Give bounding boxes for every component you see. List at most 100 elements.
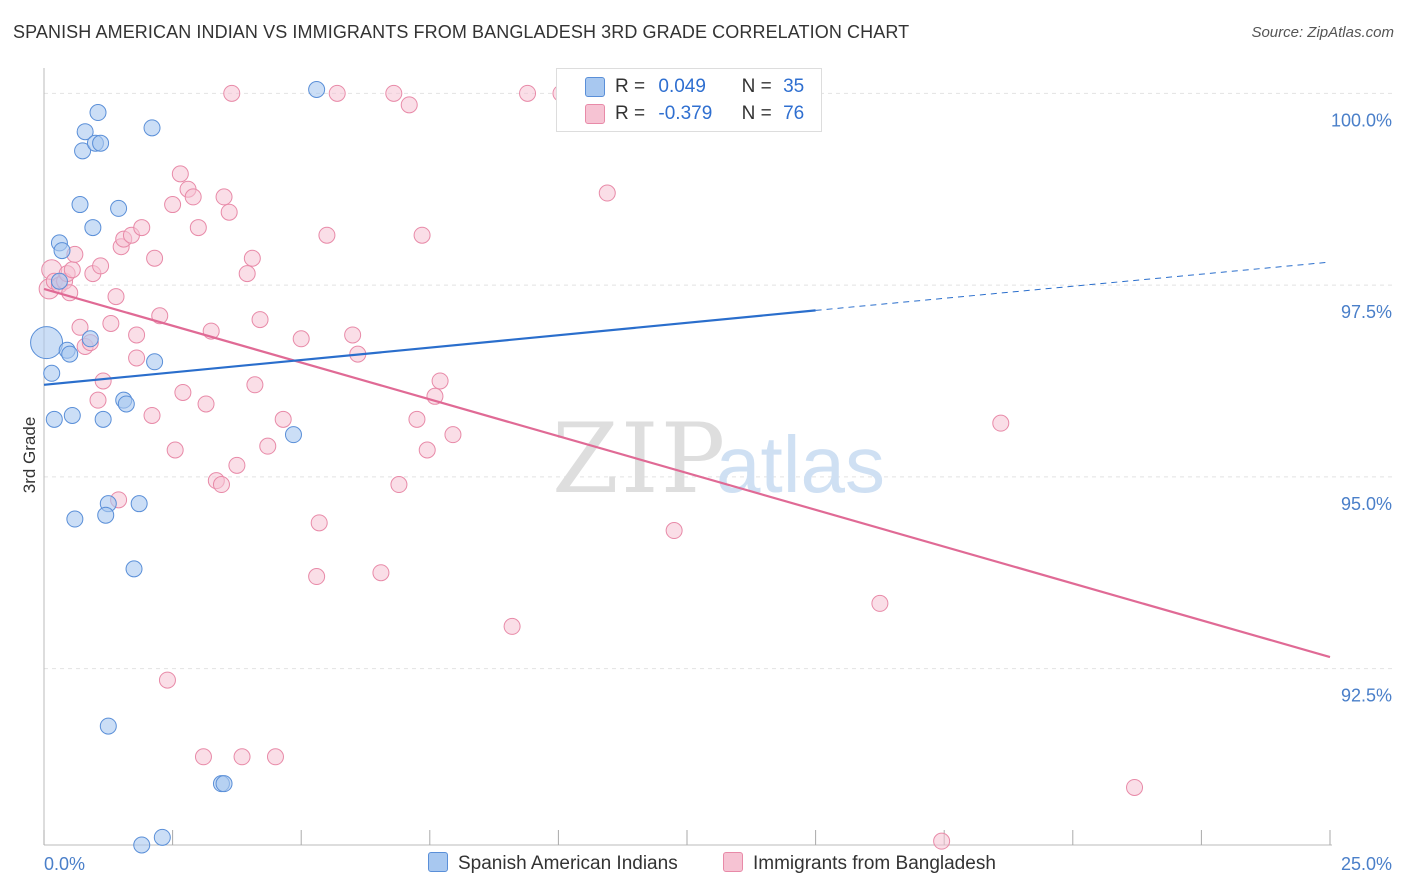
data-point-spanish-american-indians [53, 242, 71, 260]
data-point-bangladesh [197, 395, 215, 413]
data-point-bangladesh [89, 391, 107, 409]
data-point-spanish-american-indians [153, 828, 171, 846]
trend-line-bangladesh [43, 287, 1331, 659]
data-point-spanish-american-indians [50, 272, 68, 290]
data-point-bangladesh [318, 226, 336, 244]
data-point-bangladesh [274, 410, 292, 428]
data-point-bangladesh [328, 84, 346, 102]
data-point-bangladesh [310, 514, 328, 532]
data-point-spanish-american-indians [61, 345, 79, 363]
data-point-spanish-american-indians [125, 560, 143, 578]
legend-label: Spanish American Indians [458, 853, 678, 874]
legend-swatch-pink [723, 852, 743, 872]
legend-item-bangladesh: Immigrants from Bangladesh [723, 852, 996, 875]
data-point-bangladesh [413, 226, 431, 244]
stats-legend: R = 0.049 N = 35 R = -0.379 N = 76 [556, 68, 822, 132]
data-point-bangladesh [266, 748, 284, 766]
data-point-bangladesh [344, 326, 362, 344]
legend-r-label: R = [615, 76, 646, 97]
legend-n-label: N = [741, 103, 772, 124]
data-point-spanish-american-indians [99, 717, 117, 735]
data-point-spanish-american-indians [43, 364, 61, 382]
x-tick-label: 25.0% [1341, 854, 1392, 874]
data-point-bangladesh [400, 96, 418, 114]
data-point-bangladesh [598, 184, 616, 202]
legend-n-value: 76 [783, 103, 805, 124]
data-point-spanish-american-indians [45, 410, 63, 428]
data-point-spanish-american-indians [308, 81, 326, 99]
data-point-bangladesh [146, 249, 164, 267]
data-point-bangladesh [444, 426, 462, 444]
data-point-bangladesh [171, 165, 189, 183]
data-point-bangladesh [292, 330, 310, 348]
data-point-bangladesh [372, 564, 390, 582]
data-point-bangladesh [220, 203, 238, 221]
trend-lines [43, 261, 1331, 659]
y-tick-label: 95.0% [1341, 494, 1392, 514]
y-tick-label: 92.5% [1341, 686, 1392, 706]
legend-swatch-pink [585, 104, 605, 124]
data-point-bangladesh [871, 594, 889, 612]
data-point-bangladesh [194, 748, 212, 766]
legend-n-value: 35 [783, 76, 805, 97]
data-point-bangladesh [408, 410, 426, 428]
data-point-bangladesh [189, 219, 207, 237]
chart-title: SPANISH AMERICAN INDIAN VS IMMIGRANTS FR… [13, 22, 910, 42]
legend-swatch-blue [585, 77, 605, 97]
data-point-bangladesh [992, 414, 1010, 432]
data-point-bangladesh [933, 832, 951, 850]
data-point-bangladesh [418, 441, 436, 459]
data-point-bangladesh [385, 84, 403, 102]
data-point-bangladesh [251, 311, 269, 329]
data-point-spanish-american-indians [143, 119, 161, 137]
series-bangladesh-points [38, 84, 1144, 850]
data-point-bangladesh [164, 196, 182, 214]
gridlines [44, 92, 1392, 670]
data-point-bangladesh [233, 748, 251, 766]
chart-source: Source: ZipAtlas.com [1251, 24, 1394, 41]
data-point-bangladesh [184, 188, 202, 206]
data-point-bangladesh [94, 372, 112, 390]
data-point-bangladesh [133, 219, 151, 237]
data-point-bangladesh [259, 437, 277, 455]
data-point-bangladesh [665, 522, 683, 540]
data-point-bangladesh [158, 671, 176, 689]
legend-n-label: N = [741, 76, 772, 97]
data-point-spanish-american-indians [71, 196, 89, 214]
data-point-spanish-american-indians [30, 326, 64, 360]
data-point-bangladesh [431, 372, 449, 390]
data-point-spanish-american-indians [74, 142, 92, 160]
data-point-spanish-american-indians [84, 219, 102, 237]
legend-r-value: 0.049 [658, 76, 706, 97]
data-point-bangladesh [166, 441, 184, 459]
data-point-spanish-american-indians [133, 836, 151, 854]
watermark: ZIP atlas [552, 403, 885, 515]
data-point-spanish-american-indians [66, 510, 84, 528]
data-point-spanish-american-indians [146, 353, 164, 371]
data-point-bangladesh [92, 257, 110, 275]
series-spanish-american-indians-points [30, 81, 326, 854]
data-point-spanish-american-indians [215, 775, 233, 793]
data-point-bangladesh [228, 456, 246, 474]
trend-line-spanish-american-indians [43, 309, 816, 386]
data-point-spanish-american-indians [284, 426, 302, 444]
watermark-atlas: atlas [716, 420, 885, 509]
data-point-bangladesh [212, 476, 230, 494]
data-point-bangladesh [1126, 778, 1144, 796]
axes [43, 68, 1332, 846]
y-tick-label: 100.0% [1331, 110, 1392, 130]
data-point-spanish-american-indians [89, 104, 107, 122]
legend-r-value: -0.379 [658, 103, 713, 124]
data-point-bangladesh [246, 376, 264, 394]
trend-line-spanish-american-indians-extension [815, 261, 1331, 311]
data-point-bangladesh [238, 265, 256, 283]
data-point-bangladesh [390, 476, 408, 494]
data-point-bangladesh [151, 307, 169, 325]
legend-swatch-blue [428, 852, 448, 872]
data-point-bangladesh [223, 84, 241, 102]
data-point-bangladesh [143, 406, 161, 424]
data-point-spanish-american-indians [117, 395, 135, 413]
data-point-spanish-american-indians [76, 123, 94, 141]
legend-item-spanish-american-indians: Spanish American Indians [428, 852, 678, 875]
data-point-bangladesh [503, 617, 521, 635]
